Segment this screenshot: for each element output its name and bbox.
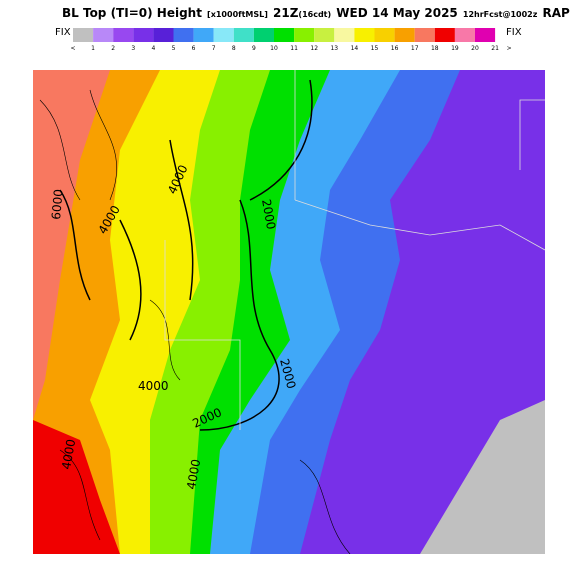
contour-label: 6000 <box>49 189 66 221</box>
colorbar-label: 3 <box>131 45 135 52</box>
colorbar-swatch <box>173 28 194 42</box>
title-model: RAP <box>542 6 570 20</box>
field-red <box>33 420 120 554</box>
colorbar-left: FIX <box>55 27 71 38</box>
colorbar-swatch <box>475 28 496 42</box>
contour-label: 4000 <box>59 438 78 471</box>
colorbar-label: 8 <box>232 45 236 52</box>
colorbar-label: 10 <box>270 45 278 52</box>
colorbar-label: 15 <box>371 45 379 52</box>
title-main: BL Top (TI=0) Height <box>62 6 202 20</box>
colorbar-label: 4 <box>151 45 155 52</box>
colorbar-label: 2 <box>111 45 115 52</box>
title-local: (16cdt) <box>298 10 331 19</box>
colorbar-label: 14 <box>351 45 359 52</box>
colorbar-swatch <box>193 28 214 42</box>
colorbar-swatch <box>93 28 114 42</box>
colorbar-swatch <box>133 28 154 42</box>
colorbar-swatch <box>113 28 134 42</box>
contour-label: 2000 <box>259 198 278 231</box>
title-date: WED 14 May 2025 <box>336 6 458 20</box>
gulf <box>420 400 545 554</box>
title-fcst: 12hrFcst@1002z <box>463 10 538 19</box>
colorbar-swatch <box>414 28 435 42</box>
colorbar-label: 13 <box>330 45 338 52</box>
colorbar-swatch <box>334 28 355 42</box>
map <box>33 70 545 554</box>
colorbar-label: 5 <box>172 45 176 52</box>
colorbar-label: 12 <box>310 45 318 52</box>
colorbar-right: FIX <box>506 27 522 38</box>
colorbar-label: 19 <box>451 45 459 52</box>
contour-label: 4000 <box>138 379 169 393</box>
colorbar-label: 6 <box>192 45 196 52</box>
colorbar-label: > <box>507 45 512 52</box>
contour-thick <box>59 79 313 431</box>
field-salmon <box>33 70 110 420</box>
colorbar-swatch <box>374 28 395 42</box>
title-units: [x1000ftMSL] <box>207 10 268 19</box>
colorbar-label: 7 <box>212 45 216 52</box>
colorbar-swatch <box>274 28 295 42</box>
colorbar-label: 16 <box>391 45 399 52</box>
colorbar-swatch <box>73 28 94 42</box>
colorbar-swatch <box>213 28 234 42</box>
colorbar-label: 21 <box>491 45 499 52</box>
colorbar-swatch <box>354 28 375 42</box>
colorbar-swatch <box>394 28 415 42</box>
colorbar-label: 9 <box>252 45 256 52</box>
colorbar-label: 17 <box>411 45 419 52</box>
colorbar-label: < <box>70 45 75 52</box>
colorbar-label: 20 <box>471 45 479 52</box>
contour-label: 4000 <box>184 458 203 491</box>
colorbar-swatch <box>153 28 174 42</box>
title: BL Top (TI=0) Height [x1000ftMSL] 21Z(16… <box>62 2 570 21</box>
colorbar-swatch <box>233 28 254 42</box>
colorbar-label: 1 <box>91 45 95 52</box>
colorbar-label: 18 <box>431 45 439 52</box>
colorbar: <1 2 3 4 5 6 7 8 9 10 11 12 13 14 15 16 17 18 19 20 21 > <box>70 28 512 52</box>
state-borders <box>164 70 545 430</box>
colorbar-swatch <box>454 28 475 42</box>
colorbar-swatch <box>314 28 335 42</box>
colorbar-swatch <box>434 28 455 42</box>
colorbar-label: 11 <box>290 45 298 52</box>
colorbar-swatch <box>253 28 274 42</box>
colorbar-swatch <box>294 28 315 42</box>
title-time: 21Z <box>273 6 299 20</box>
